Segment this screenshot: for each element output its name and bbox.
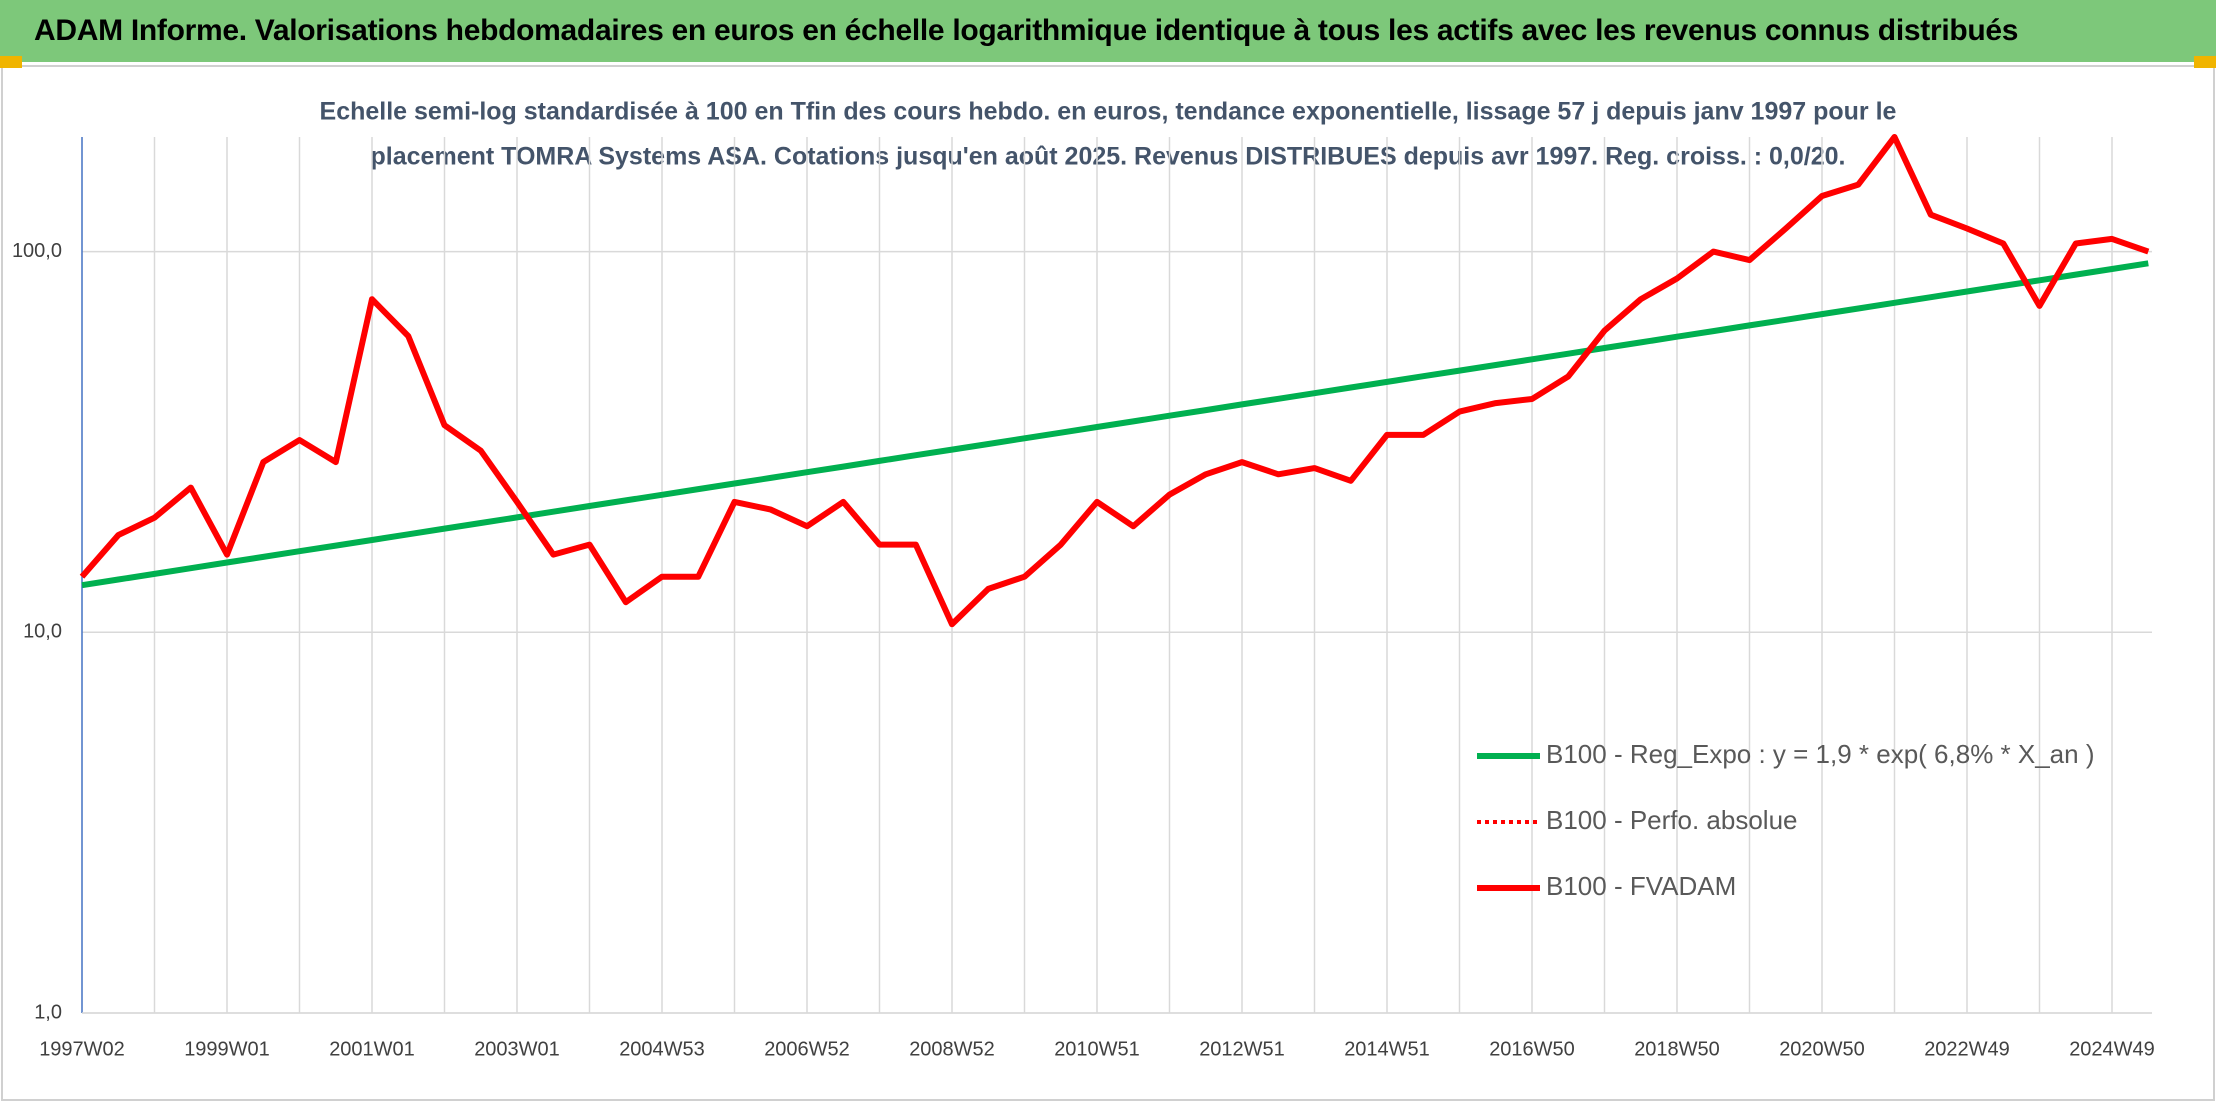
series-line bbox=[81, 260, 2149, 589]
x-tick-label: 2003W01 bbox=[474, 1038, 560, 1060]
header: ADAM Informe. Valorisations hebdomadaire… bbox=[0, 0, 2216, 62]
x-tick-label: 2018W50 bbox=[1634, 1038, 1720, 1060]
series-line bbox=[79, 134, 2150, 628]
x-tick-label: 2001W01 bbox=[329, 1038, 415, 1060]
y-tick-label: 10,0 bbox=[23, 621, 62, 643]
x-tick-label: 2010W51 bbox=[1054, 1038, 1140, 1060]
x-tick-label: 2012W51 bbox=[1199, 1038, 1285, 1060]
legend-label: B100 - Reg_Expo : y = 1,9 * exp( 6,8% * … bbox=[1546, 739, 2095, 769]
x-tick-label: 2006W52 bbox=[764, 1038, 850, 1060]
x-tick-label: 1999W01 bbox=[184, 1038, 270, 1060]
frame bbox=[1, 65, 2215, 1101]
x-tick-label: 2008W52 bbox=[909, 1038, 995, 1060]
legend-label: B100 - FVADAM bbox=[1546, 871, 1736, 901]
x-tick-label: 1997W02 bbox=[39, 1038, 125, 1060]
x-tick-label: 2016W50 bbox=[1489, 1038, 1575, 1060]
x-tick-label: 2022W49 bbox=[1924, 1038, 2010, 1060]
legend-label: B100 - Perfo. absolue bbox=[1546, 805, 1798, 835]
x-tick-label: 2014W51 bbox=[1344, 1038, 1430, 1060]
x-tick-label: 2020W50 bbox=[1779, 1038, 1865, 1060]
series-line bbox=[80, 135, 2149, 627]
subtitle: placement TOMRA Systems ASA. Cotations j… bbox=[371, 143, 1846, 171]
corner bbox=[0, 56, 22, 68]
chart-title: ADAM Informe. Valorisations hebdomadaire… bbox=[34, 14, 2019, 47]
subtitle: Echelle semi-log standardisée à 100 en T… bbox=[320, 98, 1897, 126]
corner bbox=[2194, 56, 2216, 68]
x-tick-label: 2024W49 bbox=[2069, 1038, 2155, 1060]
x-tick-label: 2004W53 bbox=[619, 1038, 705, 1060]
y-tick-label: 100,0 bbox=[12, 240, 62, 262]
y-tick-label: 1,0 bbox=[34, 1001, 62, 1023]
